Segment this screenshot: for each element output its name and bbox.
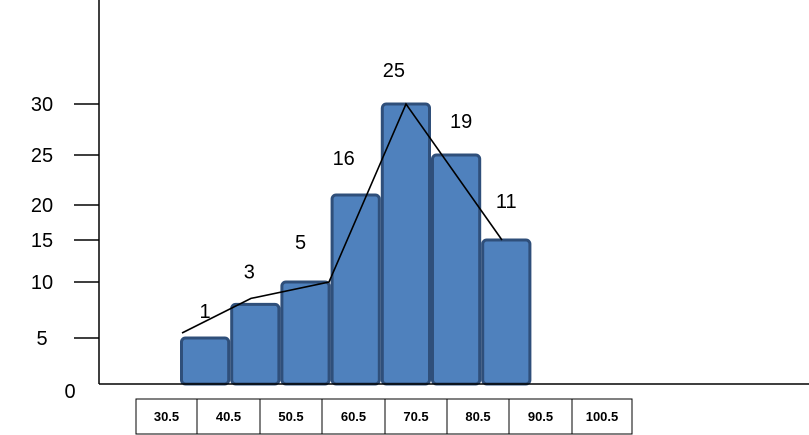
bar-value-label: 5 (295, 232, 306, 254)
category-cell (384, 398, 448, 435)
frequency-polygon-line (181, 102, 503, 334)
category-table: 30.5 40.5 50.5 60.5 70.5 80.5 90.5 100.5 (135, 398, 633, 435)
bar-labels-group: 1 3 5 16 25 19 11 (200, 60, 517, 323)
y-tick-label: 30 (31, 94, 53, 116)
category-label: 100.5 (586, 409, 619, 424)
category-cell (321, 398, 386, 435)
y-tick-label: 10 (31, 272, 53, 294)
category-label: 30.5 (154, 409, 179, 424)
bar-value-label: 19 (450, 111, 472, 133)
category-label: 80.5 (465, 409, 490, 424)
category-cell (508, 398, 573, 435)
category-cell (571, 398, 633, 435)
bar-value-label: 16 (333, 148, 355, 170)
category-label: 90.5 (528, 409, 553, 424)
category-cell (446, 398, 510, 435)
histogram-bar (230, 302, 281, 386)
category-label: 50.5 (278, 409, 303, 424)
y-tick-label: 20 (31, 195, 53, 217)
category-label: 40.5 (216, 409, 241, 424)
y-tick-label: 15 (31, 230, 53, 252)
category-label: 70.5 (403, 409, 428, 424)
histogram-bar (330, 193, 381, 386)
histogram-bar (431, 153, 482, 386)
histogram-bar (481, 238, 532, 386)
bar-value-label: 25 (383, 60, 405, 82)
bars-group (180, 102, 532, 386)
bar-value-label: 1 (200, 301, 211, 323)
y-ticks-group: 0 5 10 15 20 25 30 (31, 94, 99, 403)
category-label: 60.5 (341, 409, 366, 424)
y-tick-label: 5 (36, 328, 47, 350)
y-tick-label: 0 (64, 381, 75, 403)
y-tick-label: 25 (31, 145, 53, 167)
bar-value-label: 11 (496, 191, 517, 213)
histogram-bar (380, 102, 431, 386)
histogram-bar (280, 280, 331, 386)
bar-value-label: 3 (244, 261, 255, 283)
histogram-bar (180, 336, 231, 386)
